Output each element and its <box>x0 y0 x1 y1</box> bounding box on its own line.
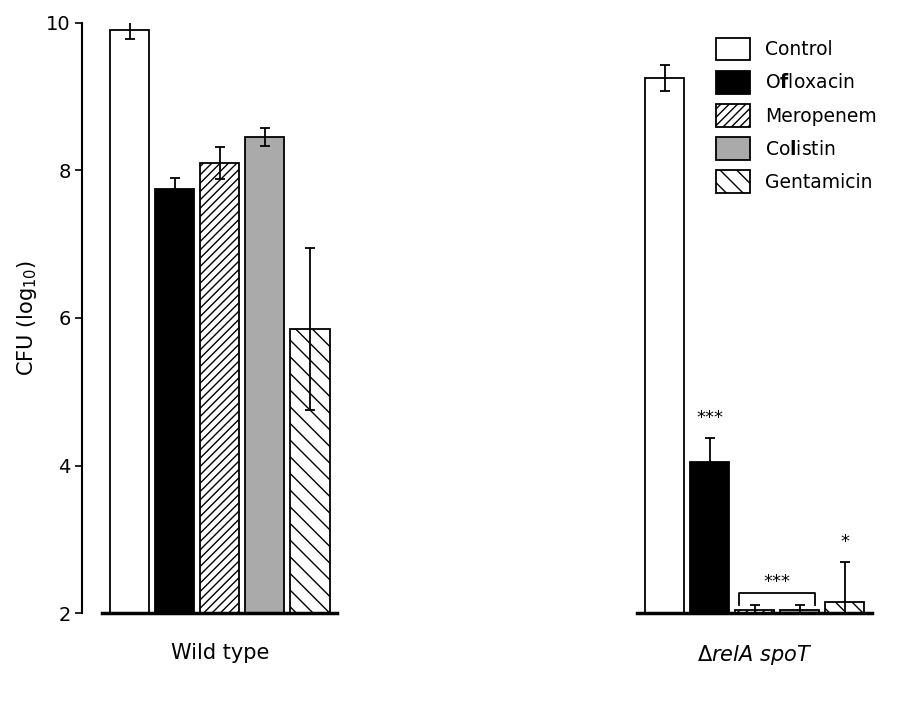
Bar <box>110 30 150 613</box>
Text: Wild type: Wild type <box>171 643 269 663</box>
Text: ***: *** <box>696 409 723 428</box>
Bar <box>825 603 864 613</box>
Y-axis label: CFU (log$_{10}$): CFU (log$_{10}$) <box>15 260 39 376</box>
Bar <box>690 462 729 613</box>
Bar <box>780 610 819 613</box>
Text: $\Delta$$\it{relA}$ $\it{spoT}$: $\Delta$$\it{relA}$ $\it{spoT}$ <box>697 643 813 667</box>
Text: ***: *** <box>764 573 791 591</box>
Bar <box>290 329 329 613</box>
Bar <box>200 163 239 613</box>
Legend: Control, O$\mathbf{f}$loxacin, Meropenem, Co$\mathbf{l}$istin, Gentamicin: Control, O$\mathbf{f}$loxacin, Meropenem… <box>711 32 883 199</box>
Bar <box>645 78 684 613</box>
Bar <box>245 137 285 613</box>
Bar <box>735 610 775 613</box>
Text: *: * <box>840 532 849 551</box>
Bar <box>155 189 194 613</box>
